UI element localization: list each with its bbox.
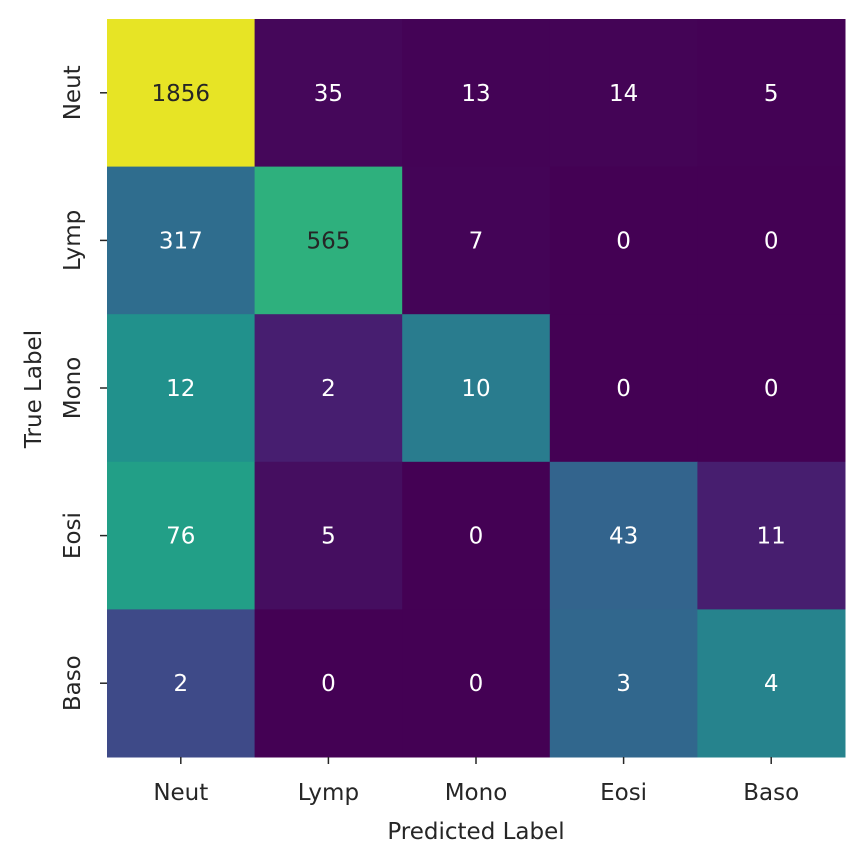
- heatmap-cell-2-4: [697, 314, 846, 463]
- y-tick-label-0: Neut: [60, 65, 86, 120]
- heatmap-cell-3-3: [549, 461, 698, 610]
- cell-value-label-2-0: 12: [166, 376, 195, 402]
- cell-value-label-3-0: 76: [166, 524, 195, 550]
- x-tick-label-1: Lymp: [298, 780, 359, 806]
- y-tick-label-4: Baso: [60, 655, 86, 711]
- heatmap-cell-3-4: [697, 461, 846, 610]
- heatmap-cell-2-3: [549, 314, 698, 463]
- heatmap-cell-0-2: [402, 19, 551, 168]
- cell-value-label-0-0: 1856: [152, 81, 211, 107]
- cell-value-label-4-2: 0: [469, 671, 484, 697]
- cell-value-label-2-3: 0: [616, 376, 631, 402]
- heatmap-cell-1-0: [107, 166, 256, 315]
- y-axis-ticks: Neut Lymp Mono Eosi Baso: [60, 65, 107, 711]
- heatmap-cell-4-0: [107, 609, 256, 758]
- cell-value-label-4-0: 2: [173, 671, 188, 697]
- x-axis-ticks: Neut Lymp Mono Eosi Baso: [153, 757, 799, 806]
- x-tick-label-2: Mono: [445, 780, 508, 806]
- heatmap-cell-4-4: [697, 609, 846, 758]
- heatmap-cell-3-2: [402, 461, 551, 610]
- y-axis-title: True Label: [21, 330, 47, 449]
- cell-value-label-2-2: 10: [461, 376, 490, 402]
- y-tick-label-2: Mono: [60, 357, 86, 420]
- heatmap-cell-4-1: [254, 609, 403, 758]
- cell-value-label-0-2: 13: [461, 81, 490, 107]
- cell-value-label-0-3: 14: [609, 81, 638, 107]
- cell-value-label-2-4: 0: [764, 376, 779, 402]
- cell-value-label-3-4: 11: [757, 524, 786, 550]
- heatmap-cell-1-2: [402, 166, 551, 315]
- heatmap-cell-0-0: [107, 19, 256, 168]
- cell-value-label-1-1: 565: [306, 228, 350, 254]
- x-axis-title: Predicted Label: [387, 819, 564, 845]
- heatmap-cell-2-1: [254, 314, 403, 463]
- cell-value-label-1-3: 0: [616, 228, 631, 254]
- heatmap-cell-0-4: [697, 19, 846, 168]
- heatmap-cell-1-4: [697, 166, 846, 315]
- cell-value-label-3-3: 43: [609, 524, 638, 550]
- heatmap-cell-1-1: [254, 166, 403, 315]
- x-tick-label-3: Eosi: [600, 780, 647, 806]
- cell-value-label-4-1: 0: [321, 671, 336, 697]
- heatmap-cell-3-1: [254, 461, 403, 610]
- cell-value-label-1-2: 7: [469, 228, 484, 254]
- heatmap-cell-0-1: [254, 19, 403, 168]
- y-tick-label-1: Lymp: [60, 210, 86, 271]
- heatmap-cells: 1856 35 13 14 5 317 565 7 0 0 12 2 10 0 0 76 5 0 43 11 2 0 0 3 4: [107, 19, 846, 758]
- cell-value-label-3-1: 5: [321, 524, 336, 550]
- heatmap-cell-2-0: [107, 314, 256, 463]
- heatmap-cell-2-2: [402, 314, 551, 463]
- heatmap-cell-4-2: [402, 609, 551, 758]
- cell-value-label-4-4: 4: [764, 671, 779, 697]
- cell-value-label-0-4: 5: [764, 81, 779, 107]
- cell-value-label-3-2: 0: [469, 524, 484, 550]
- cell-value-label-4-3: 3: [616, 671, 631, 697]
- heatmap-cell-1-3: [549, 166, 698, 315]
- heatmap-cell-3-0: [107, 461, 256, 610]
- cell-value-label-0-1: 35: [314, 81, 343, 107]
- cell-value-label-1-4: 0: [764, 228, 779, 254]
- y-tick-label-3: Eosi: [60, 512, 86, 559]
- x-tick-label-4: Baso: [743, 780, 799, 806]
- cell-value-label-2-1: 2: [321, 376, 336, 402]
- cell-value-label-1-0: 317: [159, 228, 203, 254]
- x-tick-label-0: Neut: [153, 780, 208, 806]
- heatmap-cell-4-3: [549, 609, 698, 758]
- heatmap-cell-0-3: [549, 19, 698, 168]
